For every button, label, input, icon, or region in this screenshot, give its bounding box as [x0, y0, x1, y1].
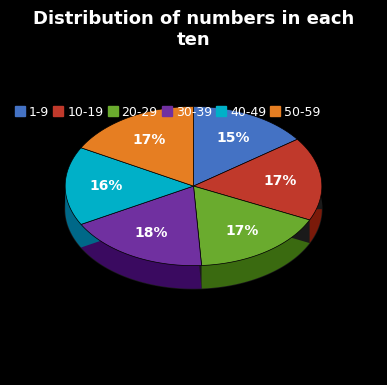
Polygon shape [65, 186, 194, 248]
Polygon shape [194, 139, 322, 220]
Text: 17%: 17% [132, 132, 166, 147]
Polygon shape [65, 148, 194, 224]
Polygon shape [194, 209, 310, 289]
Polygon shape [194, 107, 297, 186]
Text: 15%: 15% [216, 131, 250, 145]
Polygon shape [65, 130, 322, 289]
Legend: 1-9, 10-19, 20-29, 30-39, 40-49, 50-59: 1-9, 10-19, 20-29, 30-39, 40-49, 50-59 [10, 100, 325, 124]
Text: 18%: 18% [135, 226, 168, 241]
Polygon shape [194, 186, 322, 243]
Text: 16%: 16% [89, 179, 123, 193]
Polygon shape [194, 186, 310, 266]
Text: Distribution of numbers in each
ten: Distribution of numbers in each ten [33, 10, 354, 49]
Text: 17%: 17% [226, 224, 259, 238]
Text: 17%: 17% [264, 174, 297, 188]
Polygon shape [81, 209, 202, 289]
Polygon shape [81, 107, 194, 186]
Polygon shape [81, 186, 202, 266]
